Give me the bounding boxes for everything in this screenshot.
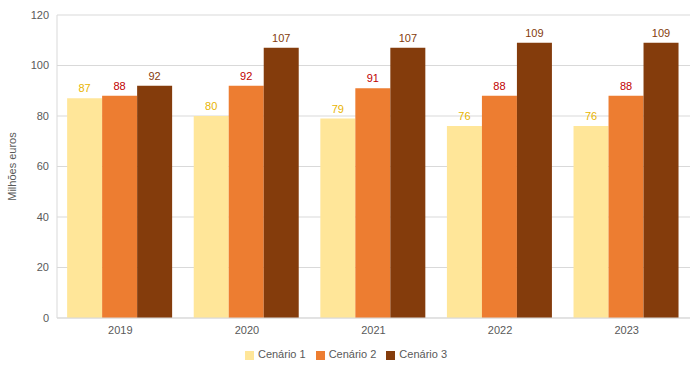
svg-text:2019: 2019 [108, 324, 132, 336]
svg-text:88: 88 [620, 80, 632, 92]
svg-text:91: 91 [367, 72, 379, 84]
svg-text:80: 80 [205, 100, 217, 112]
html-text:Cenário 3: Cenário 3 [399, 348, 447, 360]
html-text:Cenário 1: Cenário 1 [257, 348, 306, 360]
svg-text:107: 107 [399, 32, 417, 44]
svg-text:2020: 2020 [235, 324, 259, 336]
svg-text:88: 88 [114, 80, 126, 92]
svg-text:107: 107 [272, 32, 290, 44]
svg-text:87: 87 [79, 82, 91, 94]
svg-text:76: 76 [458, 110, 470, 122]
svg-text:2022: 2022 [488, 324, 512, 336]
svg-text:120: 120 [31, 9, 49, 21]
svg-text:2021: 2021 [361, 324, 385, 336]
svg-text:40: 40 [37, 211, 49, 223]
svg-text:20: 20 [37, 261, 49, 273]
svg-text:60: 60 [37, 160, 49, 172]
svg-text:Milhões euros: Milhões euros [6, 132, 18, 201]
svg-text:109: 109 [525, 27, 543, 39]
html-text:Cenário 2: Cenário 2 [328, 348, 377, 360]
svg-text:88: 88 [493, 80, 505, 92]
svg-text:80: 80 [37, 110, 49, 122]
svg-text:109: 109 [652, 27, 670, 39]
svg-text:76: 76 [585, 110, 597, 122]
svg-text:79: 79 [332, 103, 344, 115]
svg-text:2023: 2023 [614, 324, 638, 336]
svg-text:92: 92 [149, 70, 161, 82]
svg-text:100: 100 [31, 59, 49, 71]
svg-text:92: 92 [240, 70, 252, 82]
svg-text:0: 0 [43, 312, 49, 324]
